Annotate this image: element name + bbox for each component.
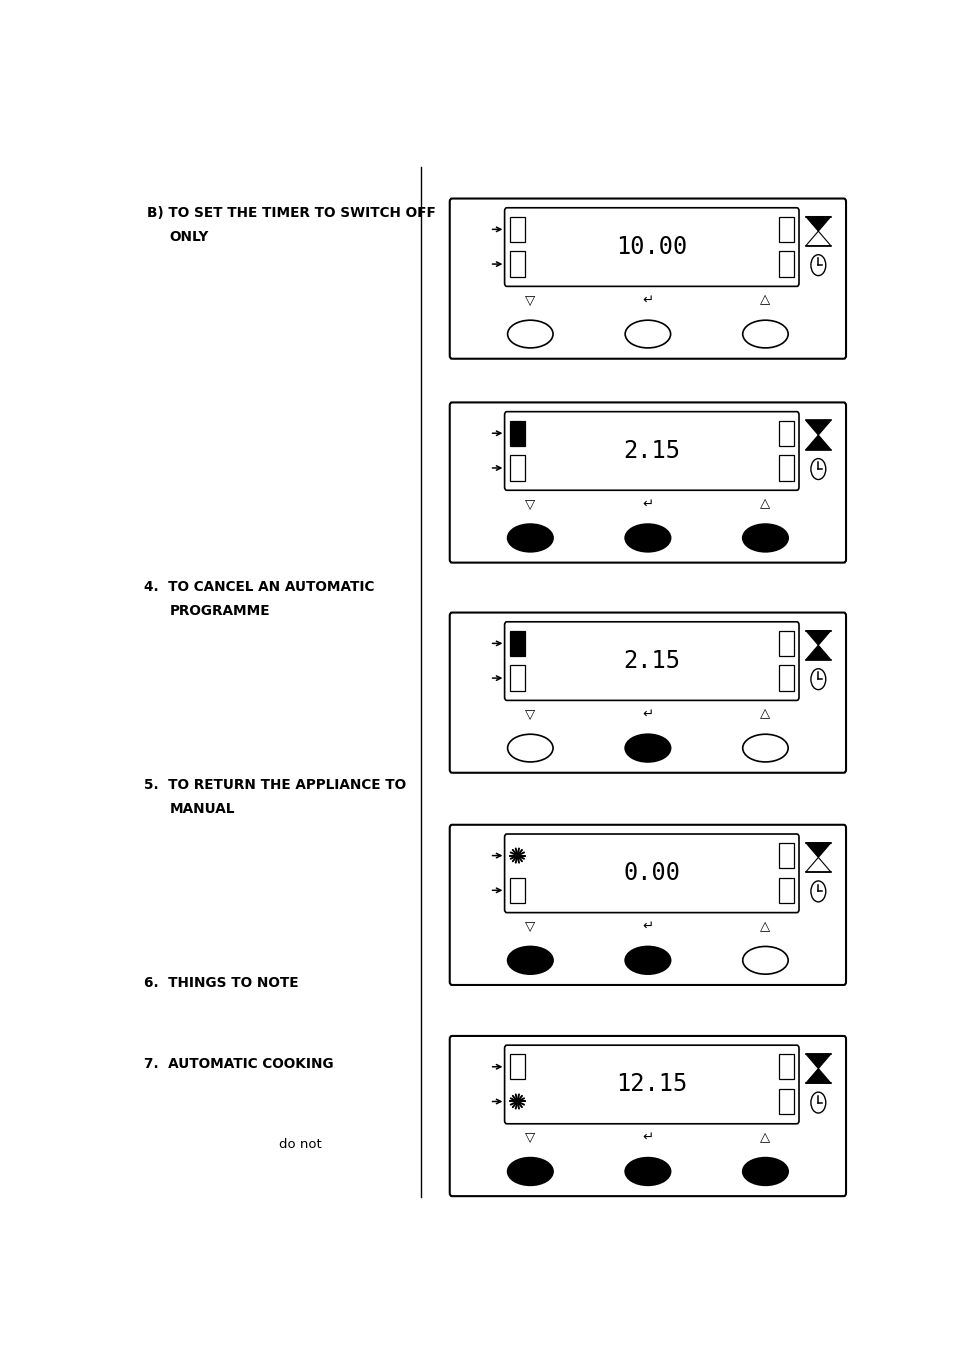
Text: ▽: ▽ xyxy=(525,497,535,511)
Ellipse shape xyxy=(742,524,787,551)
Text: ↵: ↵ xyxy=(641,920,653,934)
Text: ONLY: ONLY xyxy=(170,230,209,243)
FancyBboxPatch shape xyxy=(510,251,524,277)
FancyBboxPatch shape xyxy=(778,455,793,481)
Text: MANUAL: MANUAL xyxy=(170,802,234,816)
Text: 2.15: 2.15 xyxy=(622,439,679,463)
Circle shape xyxy=(810,255,825,276)
FancyBboxPatch shape xyxy=(778,1054,793,1079)
FancyBboxPatch shape xyxy=(449,403,845,562)
Polygon shape xyxy=(805,216,830,231)
Text: ↵: ↵ xyxy=(641,708,653,720)
Ellipse shape xyxy=(742,320,787,349)
Ellipse shape xyxy=(507,524,553,551)
FancyBboxPatch shape xyxy=(449,824,845,985)
Ellipse shape xyxy=(624,524,670,551)
Text: 5.  TO RETURN THE APPLIANCE TO: 5. TO RETURN THE APPLIANCE TO xyxy=(144,778,406,792)
Text: ↵: ↵ xyxy=(641,497,653,511)
Polygon shape xyxy=(805,435,830,450)
Text: ▽: ▽ xyxy=(525,920,535,934)
FancyBboxPatch shape xyxy=(510,420,524,446)
Text: ▽: ▽ xyxy=(525,1131,535,1144)
Ellipse shape xyxy=(624,1158,670,1185)
FancyBboxPatch shape xyxy=(510,631,524,657)
Polygon shape xyxy=(805,631,830,646)
Text: PROGRAMME: PROGRAMME xyxy=(170,604,270,619)
Text: 4.  TO CANCEL AN AUTOMATIC: 4. TO CANCEL AN AUTOMATIC xyxy=(144,581,375,594)
Polygon shape xyxy=(805,1069,830,1084)
Text: ↵: ↵ xyxy=(641,293,653,307)
Ellipse shape xyxy=(507,1158,553,1185)
FancyBboxPatch shape xyxy=(510,878,524,902)
Text: △: △ xyxy=(760,497,770,511)
FancyBboxPatch shape xyxy=(504,834,799,913)
Text: 0.00: 0.00 xyxy=(622,862,679,885)
Ellipse shape xyxy=(742,947,787,974)
Text: ▽: ▽ xyxy=(525,293,535,307)
FancyBboxPatch shape xyxy=(778,1089,793,1115)
Text: △: △ xyxy=(760,920,770,934)
FancyBboxPatch shape xyxy=(778,251,793,277)
Polygon shape xyxy=(805,843,830,858)
Text: 6.  THINGS TO NOTE: 6. THINGS TO NOTE xyxy=(144,975,298,990)
Text: △: △ xyxy=(760,293,770,307)
FancyBboxPatch shape xyxy=(778,420,793,446)
Text: B) TO SET THE TIMER TO SWITCH OFF: B) TO SET THE TIMER TO SWITCH OFF xyxy=(147,205,436,220)
Text: ▽: ▽ xyxy=(525,708,535,720)
FancyBboxPatch shape xyxy=(510,666,524,690)
Ellipse shape xyxy=(624,734,670,762)
FancyBboxPatch shape xyxy=(504,1046,799,1124)
Circle shape xyxy=(810,458,825,480)
Polygon shape xyxy=(805,420,830,435)
FancyBboxPatch shape xyxy=(778,878,793,902)
Polygon shape xyxy=(805,646,830,659)
FancyBboxPatch shape xyxy=(510,455,524,481)
Text: 12.15: 12.15 xyxy=(616,1073,687,1097)
Text: 10.00: 10.00 xyxy=(616,235,687,259)
Ellipse shape xyxy=(507,320,553,349)
FancyBboxPatch shape xyxy=(449,612,845,773)
Polygon shape xyxy=(805,1054,830,1069)
Circle shape xyxy=(810,669,825,689)
FancyBboxPatch shape xyxy=(778,216,793,242)
Polygon shape xyxy=(805,231,830,246)
Circle shape xyxy=(810,881,825,902)
FancyBboxPatch shape xyxy=(778,843,793,869)
Text: do not: do not xyxy=(278,1138,321,1151)
Text: ↵: ↵ xyxy=(641,1131,653,1144)
FancyBboxPatch shape xyxy=(449,1036,845,1196)
FancyBboxPatch shape xyxy=(504,621,799,700)
Text: △: △ xyxy=(760,708,770,720)
FancyBboxPatch shape xyxy=(510,1054,524,1079)
FancyBboxPatch shape xyxy=(778,631,793,657)
Ellipse shape xyxy=(742,734,787,762)
FancyBboxPatch shape xyxy=(504,412,799,490)
Polygon shape xyxy=(805,858,830,871)
FancyBboxPatch shape xyxy=(449,199,845,359)
Ellipse shape xyxy=(742,1158,787,1185)
Ellipse shape xyxy=(507,947,553,974)
FancyBboxPatch shape xyxy=(510,216,524,242)
FancyBboxPatch shape xyxy=(504,208,799,286)
Ellipse shape xyxy=(624,947,670,974)
FancyBboxPatch shape xyxy=(778,666,793,690)
Ellipse shape xyxy=(507,734,553,762)
Ellipse shape xyxy=(624,320,670,349)
Text: 7.  AUTOMATIC COOKING: 7. AUTOMATIC COOKING xyxy=(144,1056,334,1071)
Text: 2.15: 2.15 xyxy=(622,648,679,673)
Circle shape xyxy=(810,1092,825,1113)
Text: △: △ xyxy=(760,1131,770,1144)
